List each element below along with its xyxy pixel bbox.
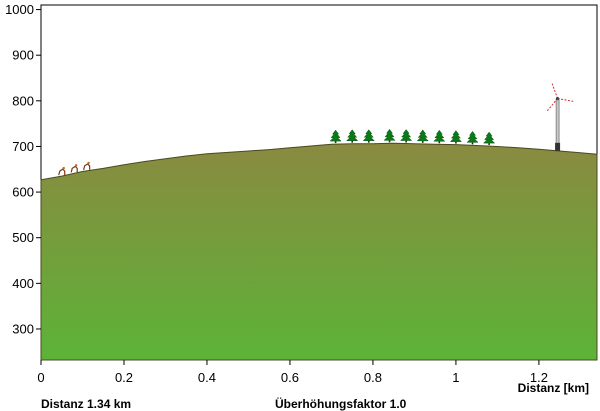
x-tick-label: 1	[452, 370, 459, 385]
conifer-tree-icon	[449, 130, 463, 144]
map-symbols	[58, 83, 574, 176]
conifer-tree-icon	[483, 131, 496, 146]
exaggeration-factor-label: Überhöhungsfaktor 1.0	[275, 397, 407, 411]
y-tick-label: 400	[12, 276, 34, 291]
y-axis: 300 400 500 600 700 800 900 1000	[5, 2, 41, 336]
terrain-area	[40, 142, 598, 361]
x-tick-label: 0.6	[281, 370, 299, 385]
hiker-icon	[83, 161, 91, 171]
conifer-tree-icon	[362, 129, 375, 143]
y-tick-label: 600	[12, 185, 34, 200]
y-tick-label: 700	[12, 139, 34, 154]
hiker-icon	[58, 166, 66, 176]
distance-label: Distanz 1.34 km	[41, 397, 132, 411]
y-tick-label: 500	[12, 230, 34, 245]
conifer-tree-icon	[466, 130, 479, 145]
conifer-tree-icon	[400, 129, 413, 143]
wind-turbine-icon	[546, 83, 574, 152]
x-axis: 0 0.2 0.4 0.6 0.8 1 1.2	[37, 360, 548, 385]
conifer-tree-icon	[346, 129, 359, 143]
conifer-tree-icon	[433, 129, 446, 144]
x-tick-label: 0.8	[364, 370, 382, 385]
x-axis-title: Distanz [km]	[518, 381, 589, 395]
hiker-icon	[70, 164, 78, 173]
conifer-tree-icon	[383, 128, 396, 143]
x-tick-label: 0.4	[198, 370, 216, 385]
y-tick-label: 800	[12, 93, 34, 108]
y-tick-label: 300	[12, 321, 34, 336]
conifer-tree-icon	[329, 129, 342, 144]
conifer-tree-icon	[416, 129, 429, 143]
y-tick-label: 900	[12, 48, 34, 63]
x-tick-label: 0	[37, 370, 44, 385]
x-tick-label: 0.2	[115, 370, 133, 385]
x-tick-label: 1.2	[530, 370, 548, 385]
y-tick-label: 1000	[5, 2, 34, 17]
